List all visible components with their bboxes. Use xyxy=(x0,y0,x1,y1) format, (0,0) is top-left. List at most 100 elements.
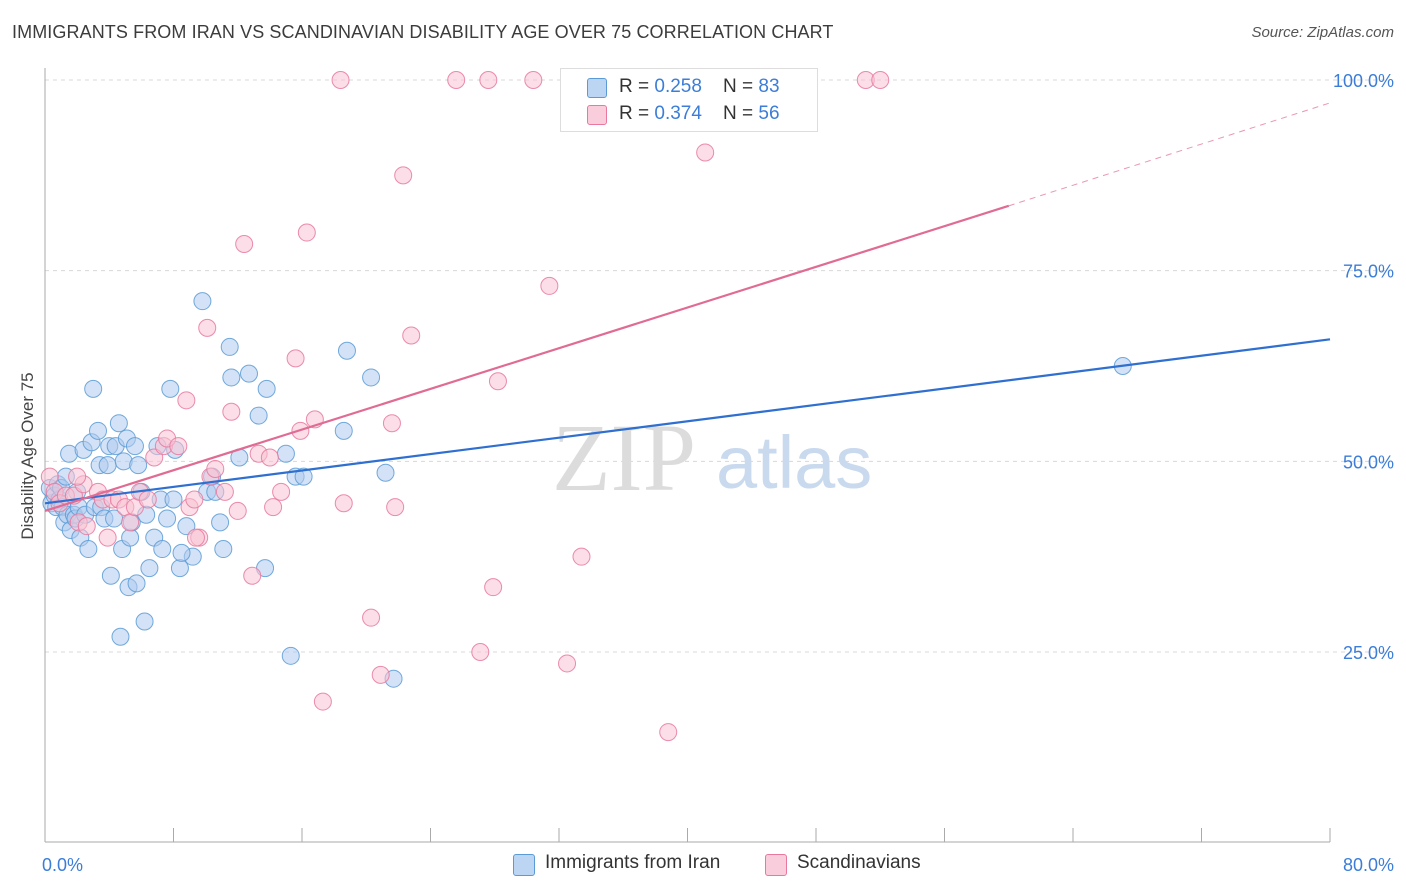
data-point xyxy=(362,608,381,627)
data-point xyxy=(158,509,177,528)
data-point xyxy=(109,414,128,433)
data-point xyxy=(524,71,543,89)
data-point xyxy=(276,444,295,463)
data-point xyxy=(77,517,96,536)
y-tick-label: 50.0% xyxy=(1343,452,1394,472)
data-point xyxy=(471,643,490,661)
legend-label-iran: Immigrants from Iran xyxy=(545,852,721,873)
data-point xyxy=(243,566,262,585)
data-point xyxy=(68,467,87,486)
data-points xyxy=(40,71,1132,742)
data-point xyxy=(121,513,140,532)
data-point xyxy=(376,463,395,482)
watermark-atlas: atlas xyxy=(716,421,872,504)
data-point xyxy=(121,528,140,547)
watermark-zip: ZIP xyxy=(552,404,696,511)
data-point xyxy=(235,234,254,253)
data-point xyxy=(215,482,234,501)
data-point xyxy=(211,513,230,532)
y-axis-label: Disability Age Over 75 xyxy=(18,372,37,540)
data-point xyxy=(479,71,498,89)
n-value: 56 xyxy=(758,103,780,124)
data-point xyxy=(313,692,332,711)
n-label: N = xyxy=(723,76,759,97)
legend-swatch-iran xyxy=(513,854,535,876)
correlation-legend: R = 0.258 N = 83 R = 0.374 N = 56 xyxy=(560,68,818,132)
r-label: R = xyxy=(619,76,655,97)
data-point xyxy=(125,437,144,456)
x-tick-label: 80.0% xyxy=(1343,855,1394,875)
data-point xyxy=(228,501,247,520)
data-point xyxy=(558,654,577,673)
data-point xyxy=(185,490,204,509)
data-point xyxy=(222,402,241,421)
n-value: 83 xyxy=(758,76,780,97)
trend-line xyxy=(44,338,1331,505)
data-point xyxy=(140,559,159,578)
data-point xyxy=(79,540,98,559)
data-point xyxy=(177,391,196,410)
data-point xyxy=(334,421,353,440)
x-tick-label: 0.0% xyxy=(42,855,83,875)
data-point xyxy=(206,459,225,478)
data-point xyxy=(402,326,421,345)
data-point xyxy=(186,528,205,547)
data-point xyxy=(164,490,183,509)
data-point xyxy=(198,318,217,337)
data-point xyxy=(272,482,291,501)
data-point xyxy=(153,540,172,559)
series-legend: Immigrants from Iran Scandinavians xyxy=(0,852,1406,878)
data-point xyxy=(161,379,180,398)
data-point xyxy=(362,368,381,387)
data-point xyxy=(98,456,117,475)
data-point xyxy=(281,646,300,665)
data-point xyxy=(696,143,715,162)
data-point xyxy=(169,437,188,456)
data-point xyxy=(260,448,279,467)
data-point xyxy=(294,467,313,486)
data-point xyxy=(331,71,350,89)
legend-swatch-scandinavians xyxy=(587,105,607,125)
data-point xyxy=(101,566,120,585)
data-point xyxy=(135,612,154,631)
data-point xyxy=(222,368,241,387)
legend-swatch-scandinavians xyxy=(765,854,787,876)
data-point xyxy=(382,414,401,433)
y-tick-label: 100.0% xyxy=(1333,71,1394,91)
axes xyxy=(44,68,1331,843)
legend-label-scandinavians: Scandinavians xyxy=(797,852,921,873)
data-point xyxy=(138,490,157,509)
data-point xyxy=(394,166,413,185)
data-point xyxy=(371,665,390,684)
n-label: N = xyxy=(723,103,759,124)
data-point xyxy=(193,292,212,311)
data-point xyxy=(127,574,146,593)
data-point xyxy=(98,528,117,547)
data-point xyxy=(572,547,591,566)
data-point xyxy=(447,71,466,89)
data-point xyxy=(129,456,148,475)
tick-labels: 25.0% 50.0% 75.0% 100.0% 0.0% 80.0% xyxy=(42,71,1394,875)
data-point xyxy=(659,723,678,742)
data-point xyxy=(297,223,316,242)
trend-line xyxy=(44,204,1010,512)
data-point xyxy=(264,498,283,517)
data-point xyxy=(214,540,233,559)
data-point xyxy=(239,364,258,383)
data-point xyxy=(172,543,191,562)
data-point xyxy=(540,276,559,295)
data-point xyxy=(40,467,59,486)
data-point xyxy=(871,71,890,89)
trend-line-extension xyxy=(1008,102,1331,207)
legend-swatch-iran xyxy=(587,78,607,98)
data-point xyxy=(220,337,239,356)
data-point xyxy=(484,578,503,597)
trend-lines xyxy=(44,102,1331,512)
chart-title: IMMIGRANTS FROM IRAN VS SCANDINAVIAN DIS… xyxy=(12,22,834,42)
data-point xyxy=(257,379,276,398)
data-point xyxy=(386,498,405,517)
data-point xyxy=(89,421,108,440)
data-point xyxy=(286,349,305,368)
data-point xyxy=(111,627,130,646)
